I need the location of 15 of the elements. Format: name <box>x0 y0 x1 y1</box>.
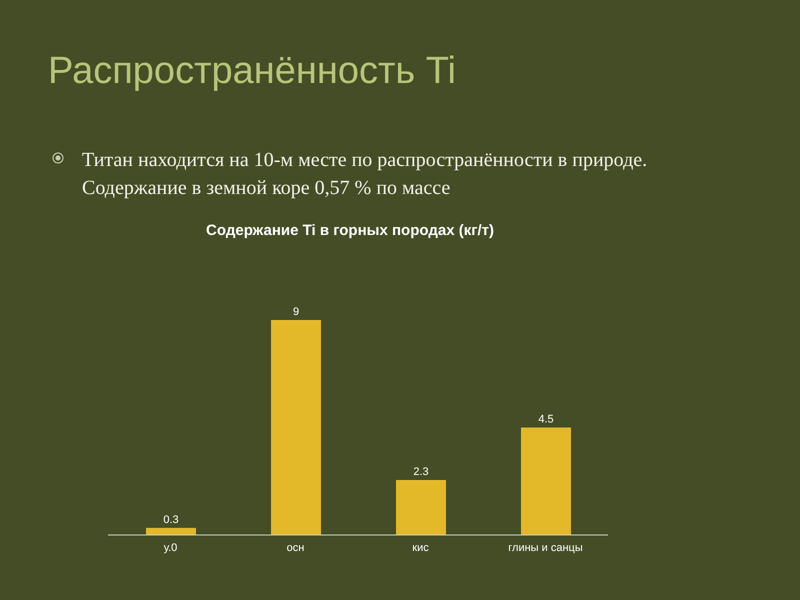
data-label: 0.3 <box>163 514 179 526</box>
data-label: 9 <box>292 306 300 318</box>
bar <box>146 528 196 535</box>
data-label: 2.3 <box>413 466 429 478</box>
chart-subtitle: Содержание Ti в горных породах (кг/т) <box>205 222 495 239</box>
bar <box>396 480 446 535</box>
chart-title: Распространённость Ti <box>48 50 456 93</box>
x-tick-label: осн <box>286 542 304 554</box>
x-tick-label: глины и санцы <box>508 542 583 554</box>
bar <box>521 428 571 535</box>
data-label: 4.5 <box>538 414 554 426</box>
x-tick-label: кис <box>412 542 430 554</box>
x-tick-label: у.0 <box>164 542 178 554</box>
bar <box>271 320 321 535</box>
text: Титан находится на 10-м месте по распространённости в природе. Содержание в земной коре 0,57 % по массе <box>82 148 648 201</box>
